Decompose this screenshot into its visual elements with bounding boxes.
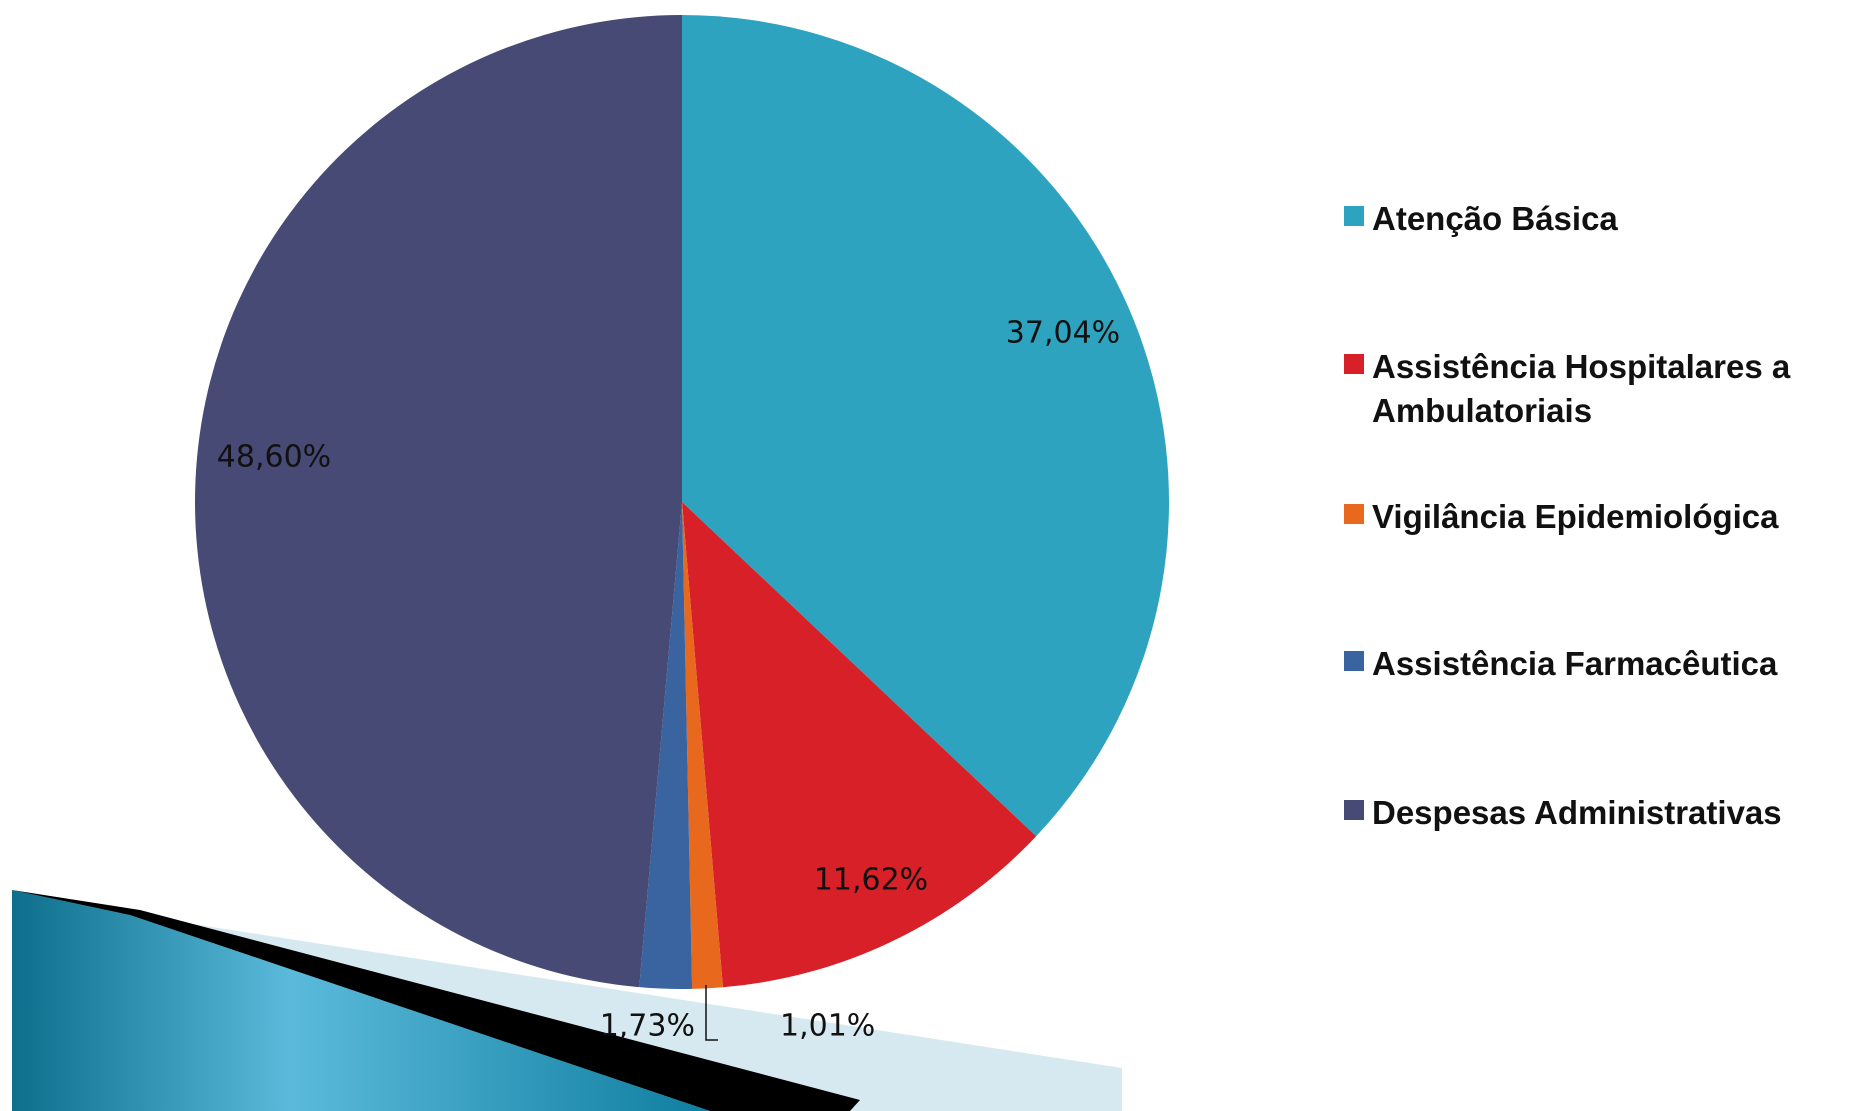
legend-item: Assistência Hospitalares a Ambulatoriais — [1344, 345, 1842, 433]
value-label: 1,01% — [780, 1009, 875, 1044]
chart: 37,04% 11,62% 1,01% 1,73% 48,60% — [0, 0, 1851, 1111]
value-label: 1,73% — [600, 1009, 695, 1044]
legend-swatch — [1344, 800, 1364, 820]
value-label: 11,62% — [814, 863, 928, 898]
pie-slice — [195, 15, 682, 987]
legend-label: Assistência Farmacêutica — [1372, 642, 1842, 686]
value-label: 48,60% — [217, 440, 331, 475]
legend-label: Vigilância Epidemiológica — [1372, 495, 1842, 539]
slide: 37,04% 11,62% 1,01% 1,73% 48,60% Atenção Bás… — [0, 0, 1851, 1111]
legend-swatch — [1344, 354, 1364, 374]
legend-swatch — [1344, 504, 1364, 524]
legend-swatch — [1344, 206, 1364, 226]
legend-label: Despesas Administrativas — [1372, 791, 1842, 835]
legend-label: Atenção Básica — [1372, 197, 1842, 241]
legend-item: Atenção Básica — [1344, 197, 1842, 241]
legend-item: Vigilância Epidemiológica — [1344, 495, 1842, 539]
legend-label: Assistência Hospitalares a Ambulatoriais — [1372, 345, 1842, 433]
legend-swatch — [1344, 651, 1364, 671]
legend-item: Assistência Farmacêutica — [1344, 642, 1842, 686]
legend-item: Despesas Administrativas — [1344, 791, 1842, 835]
value-label: 37,04% — [1006, 316, 1120, 351]
